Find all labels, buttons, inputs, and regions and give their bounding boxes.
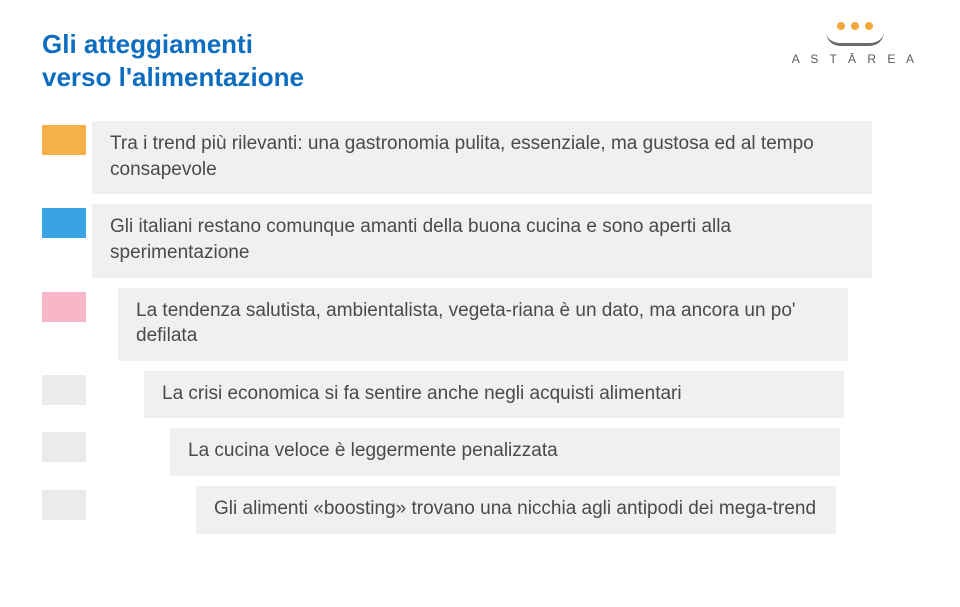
color-chip xyxy=(42,292,86,322)
dot-icon xyxy=(851,22,859,30)
color-chip xyxy=(42,490,86,520)
text-bubble: Tra i trend più rilevanti: una gastronom… xyxy=(92,121,872,194)
dot-icon xyxy=(837,22,845,30)
list-item: Gli italiani restano comunque amanti del… xyxy=(42,204,918,277)
item-text: La tendenza salutista, ambientalista, ve… xyxy=(136,298,830,349)
item-text: Tra i trend più rilevanti: una gastronom… xyxy=(110,131,854,182)
slide: A S T Ā R E A Gli atteggiamenti verso l'… xyxy=(0,0,960,607)
page-title: Gli atteggiamenti verso l'alimentazione xyxy=(42,28,918,93)
color-chip xyxy=(42,375,86,405)
text-bubble: La cucina veloce è leggermente penalizza… xyxy=(170,428,840,476)
list-item: Tra i trend più rilevanti: una gastronom… xyxy=(42,121,918,194)
item-text: Gli alimenti «boosting» trovano una nicc… xyxy=(214,496,818,522)
item-text: La crisi economica si fa sentire anche n… xyxy=(162,381,826,407)
color-chip xyxy=(42,125,86,155)
trend-list: Tra i trend più rilevanti: una gastronom… xyxy=(42,121,918,534)
title-line-2: verso l'alimentazione xyxy=(42,62,304,92)
list-item: Gli alimenti «boosting» trovano una nicc… xyxy=(42,486,918,534)
text-bubble: La crisi economica si fa sentire anche n… xyxy=(144,371,844,419)
text-bubble: Gli alimenti «boosting» trovano una nicc… xyxy=(196,486,836,534)
text-bubble: Gli italiani restano comunque amanti del… xyxy=(92,204,872,277)
list-item: La cucina veloce è leggermente penalizza… xyxy=(42,428,918,476)
item-text: La cucina veloce è leggermente penalizza… xyxy=(188,438,822,464)
logo-dots xyxy=(792,22,918,30)
dot-icon xyxy=(865,22,873,30)
brand-logo: A S T Ā R E A xyxy=(792,22,918,66)
list-item: La crisi economica si fa sentire anche n… xyxy=(42,371,918,419)
color-chip xyxy=(42,432,86,462)
color-chip xyxy=(42,208,86,238)
arc-icon xyxy=(826,32,884,46)
list-item: La tendenza salutista, ambientalista, ve… xyxy=(42,288,918,361)
brand-name: A S T Ā R E A xyxy=(792,52,918,66)
item-text: Gli italiani restano comunque amanti del… xyxy=(110,214,854,265)
text-bubble: La tendenza salutista, ambientalista, ve… xyxy=(118,288,848,361)
title-line-1: Gli atteggiamenti xyxy=(42,29,253,59)
